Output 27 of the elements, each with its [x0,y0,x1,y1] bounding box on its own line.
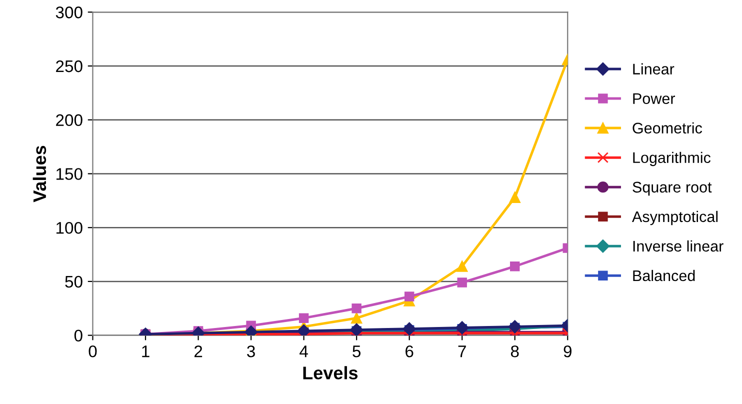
legend-label: Logarithmic [633,152,711,166]
legend-label: Inverse linear [633,240,724,252]
x-tick-label: 3 [247,345,255,358]
y-tick-label: 250 [56,60,82,72]
x-tick-label: 7 [458,346,466,358]
y-tick-label: 300 [56,6,82,18]
x-tick-label: 9 [564,345,572,358]
x-tick-label: 6 [406,345,414,358]
y-axis-title: Values [32,146,46,202]
legend-label: Linear [633,63,674,75]
y-tick-label: 0 [74,330,82,342]
x-axis-title: Levels [303,366,358,380]
y-tick-label: 150 [56,168,82,180]
y-tick-label: 50 [65,276,82,288]
x-tick-label: 2 [194,345,202,358]
legend-label: Geometric [632,122,702,134]
x-tick-label: 5 [352,346,361,358]
legend-label: Power [633,93,676,104]
x-tick-label: 1 [142,346,150,358]
x-tick-label: 8 [510,345,519,358]
x-tick-label: 4 [300,346,308,358]
x-tick-label: 0 [88,345,97,358]
legend-label: Balanced [633,270,695,282]
legend-label: Asymptotical [632,210,718,226]
y-tick-label: 200 [56,114,82,126]
y-tick-label: 100 [56,222,82,234]
legend-label: Square root [632,182,712,196]
